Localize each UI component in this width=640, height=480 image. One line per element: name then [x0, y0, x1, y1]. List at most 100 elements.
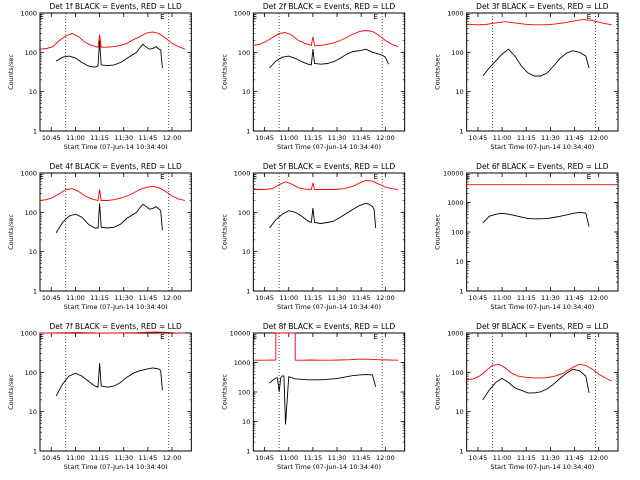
y-axis-label: Counts/sec	[7, 374, 15, 410]
x-tick-label: 11:30	[541, 294, 560, 302]
event-marker: E	[160, 13, 164, 21]
x-tick-label: 11:45	[138, 294, 157, 302]
y-tick-label: 1000	[20, 170, 37, 178]
series-lld-line	[253, 30, 399, 48]
event-marker: E	[587, 333, 591, 341]
x-tick-label: 11:00	[279, 294, 298, 302]
x-tick-label: 11:30	[328, 134, 347, 142]
series-lld-line	[39, 31, 186, 50]
event-marker: E	[39, 173, 43, 181]
x-tick-label: 10:45	[255, 454, 274, 462]
x-tick-label: 11:45	[565, 134, 584, 142]
chart-panel: Det 5f BLACK = Events, RED = LLD 1 10 100 10…	[220, 162, 406, 311]
x-tick-label: 10:45	[42, 134, 61, 142]
chart-panel: Det 4f BLACK = Events, RED = LLD 1 10 100 10…	[7, 162, 192, 311]
x-axis-label: Start Time (07-Jun-14 10:34:40)	[490, 143, 594, 151]
y-tick-label: 1000	[234, 170, 251, 178]
y-tick-label: 1000	[20, 330, 37, 338]
x-tick-label: 12:00	[589, 454, 608, 462]
x-tick-label: 11:15	[304, 454, 323, 462]
chart-panel: Det 7f BLACK = Events, RED = LLD 1 10 100 10…	[7, 322, 192, 471]
y-tick-label: 10000	[443, 170, 464, 178]
plot-frame	[39, 332, 192, 452]
series-lld-line	[40, 331, 185, 334]
x-tick-label: 11:00	[493, 454, 512, 462]
y-tick-label: 10	[242, 418, 250, 426]
x-tick-label: 11:45	[565, 294, 584, 302]
x-tick-label: 11:30	[114, 294, 133, 302]
y-tick-label: 1000	[447, 330, 464, 338]
series-events-line	[269, 48, 389, 69]
chart-title: Det 4f BLACK = Events, RED = LLD	[50, 162, 183, 171]
event-marker: E	[466, 13, 470, 21]
event-marker: E	[466, 333, 470, 341]
y-tick-label: 1	[33, 448, 37, 456]
x-tick-label: 11:30	[541, 454, 560, 462]
y-tick-label: 100	[25, 209, 37, 217]
plot-frame	[39, 172, 192, 292]
event-marker: E	[587, 13, 591, 21]
y-tick-label: 100	[451, 229, 463, 237]
y-axis-label: Counts/sec	[220, 374, 228, 410]
chart-title: Det 8f BLACK = Events, RED = LLD	[263, 322, 396, 331]
chart-panel: Det 2f BLACK = Events, RED = LLD 1 10 100 10…	[220, 2, 406, 151]
y-tick-label: 10	[455, 88, 463, 96]
y-tick-label: 100	[25, 369, 37, 377]
x-tick-label: 10:45	[469, 454, 488, 462]
chart-panel: Det 1f BLACK = Events, RED = LLD 1 10 100 10…	[7, 2, 192, 151]
chart-title: Det 1f BLACK = Events, RED = LLD	[50, 2, 183, 11]
y-tick-label: 10	[29, 248, 37, 256]
x-tick-label: 12:00	[589, 294, 608, 302]
x-tick-label: 12:00	[589, 134, 608, 142]
y-tick-label: 10	[455, 408, 463, 416]
event-marker: E	[39, 13, 43, 21]
x-tick-label: 10:45	[42, 294, 61, 302]
series-events-line	[55, 363, 163, 397]
x-tick-label: 10:45	[469, 134, 488, 142]
plot-frame	[466, 12, 619, 132]
chart-title: Det 9f BLACK = Events, RED = LLD	[476, 322, 609, 331]
y-tick-label: 10	[29, 88, 37, 96]
x-tick-label: 11:45	[352, 294, 371, 302]
chart-panel: Det 8f BLACK = Events, RED = LLD 1 10 100 10…	[220, 322, 406, 471]
series-events-line	[482, 211, 590, 227]
x-tick-label: 11:30	[114, 454, 133, 462]
x-axis-label: Start Time (07-Jun-14 10:34:40)	[64, 463, 168, 471]
chart-panel: Det 6f BLACK = Events, RED = LLD 1 10 100 10…	[434, 162, 619, 311]
chart-title: Det 6f BLACK = Events, RED = LLD	[476, 162, 609, 171]
y-axis-label: Counts/sec	[434, 214, 442, 250]
event-marker: E	[373, 173, 377, 181]
event-marker: E	[587, 173, 591, 181]
plot-frame	[466, 332, 619, 452]
x-axis-label: Start Time (07-Jun-14 10:34:40)	[277, 303, 381, 311]
y-tick-label: 1	[33, 288, 37, 296]
series-lld-line	[466, 19, 612, 26]
x-tick-label: 11:30	[328, 454, 347, 462]
y-tick-label: 1	[33, 128, 37, 136]
x-axis-label: Start Time (07-Jun-14 10:34:40)	[490, 463, 594, 471]
y-tick-label: 100	[25, 49, 37, 57]
x-axis-label: Start Time (07-Jun-14 10:34:40)	[277, 463, 381, 471]
x-tick-label: 11:45	[352, 134, 371, 142]
x-axis-label: Start Time (07-Jun-14 10:34:40)	[64, 303, 168, 311]
x-tick-label: 11:15	[90, 134, 109, 142]
y-tick-label: 100	[238, 389, 250, 397]
event-marker: E	[160, 333, 164, 341]
x-tick-label: 12:00	[376, 294, 395, 302]
x-tick-label: 10:45	[255, 134, 274, 142]
x-tick-label: 11:00	[279, 134, 298, 142]
x-tick-label: 12:00	[163, 454, 182, 462]
x-tick-label: 11:00	[66, 134, 85, 142]
plot-frame	[466, 172, 619, 292]
x-tick-label: 10:45	[255, 294, 274, 302]
series-events-line	[55, 40, 163, 69]
y-tick-label: 1000	[447, 10, 464, 18]
x-tick-label: 11:00	[66, 294, 85, 302]
x-tick-label: 11:45	[352, 454, 371, 462]
event-marker: E	[160, 173, 164, 181]
x-tick-label: 12:00	[376, 134, 395, 142]
series-events-line	[269, 374, 377, 425]
y-axis-label: Counts/sec	[7, 54, 15, 90]
event-marker: E	[373, 333, 377, 341]
plot-frame	[39, 12, 192, 132]
